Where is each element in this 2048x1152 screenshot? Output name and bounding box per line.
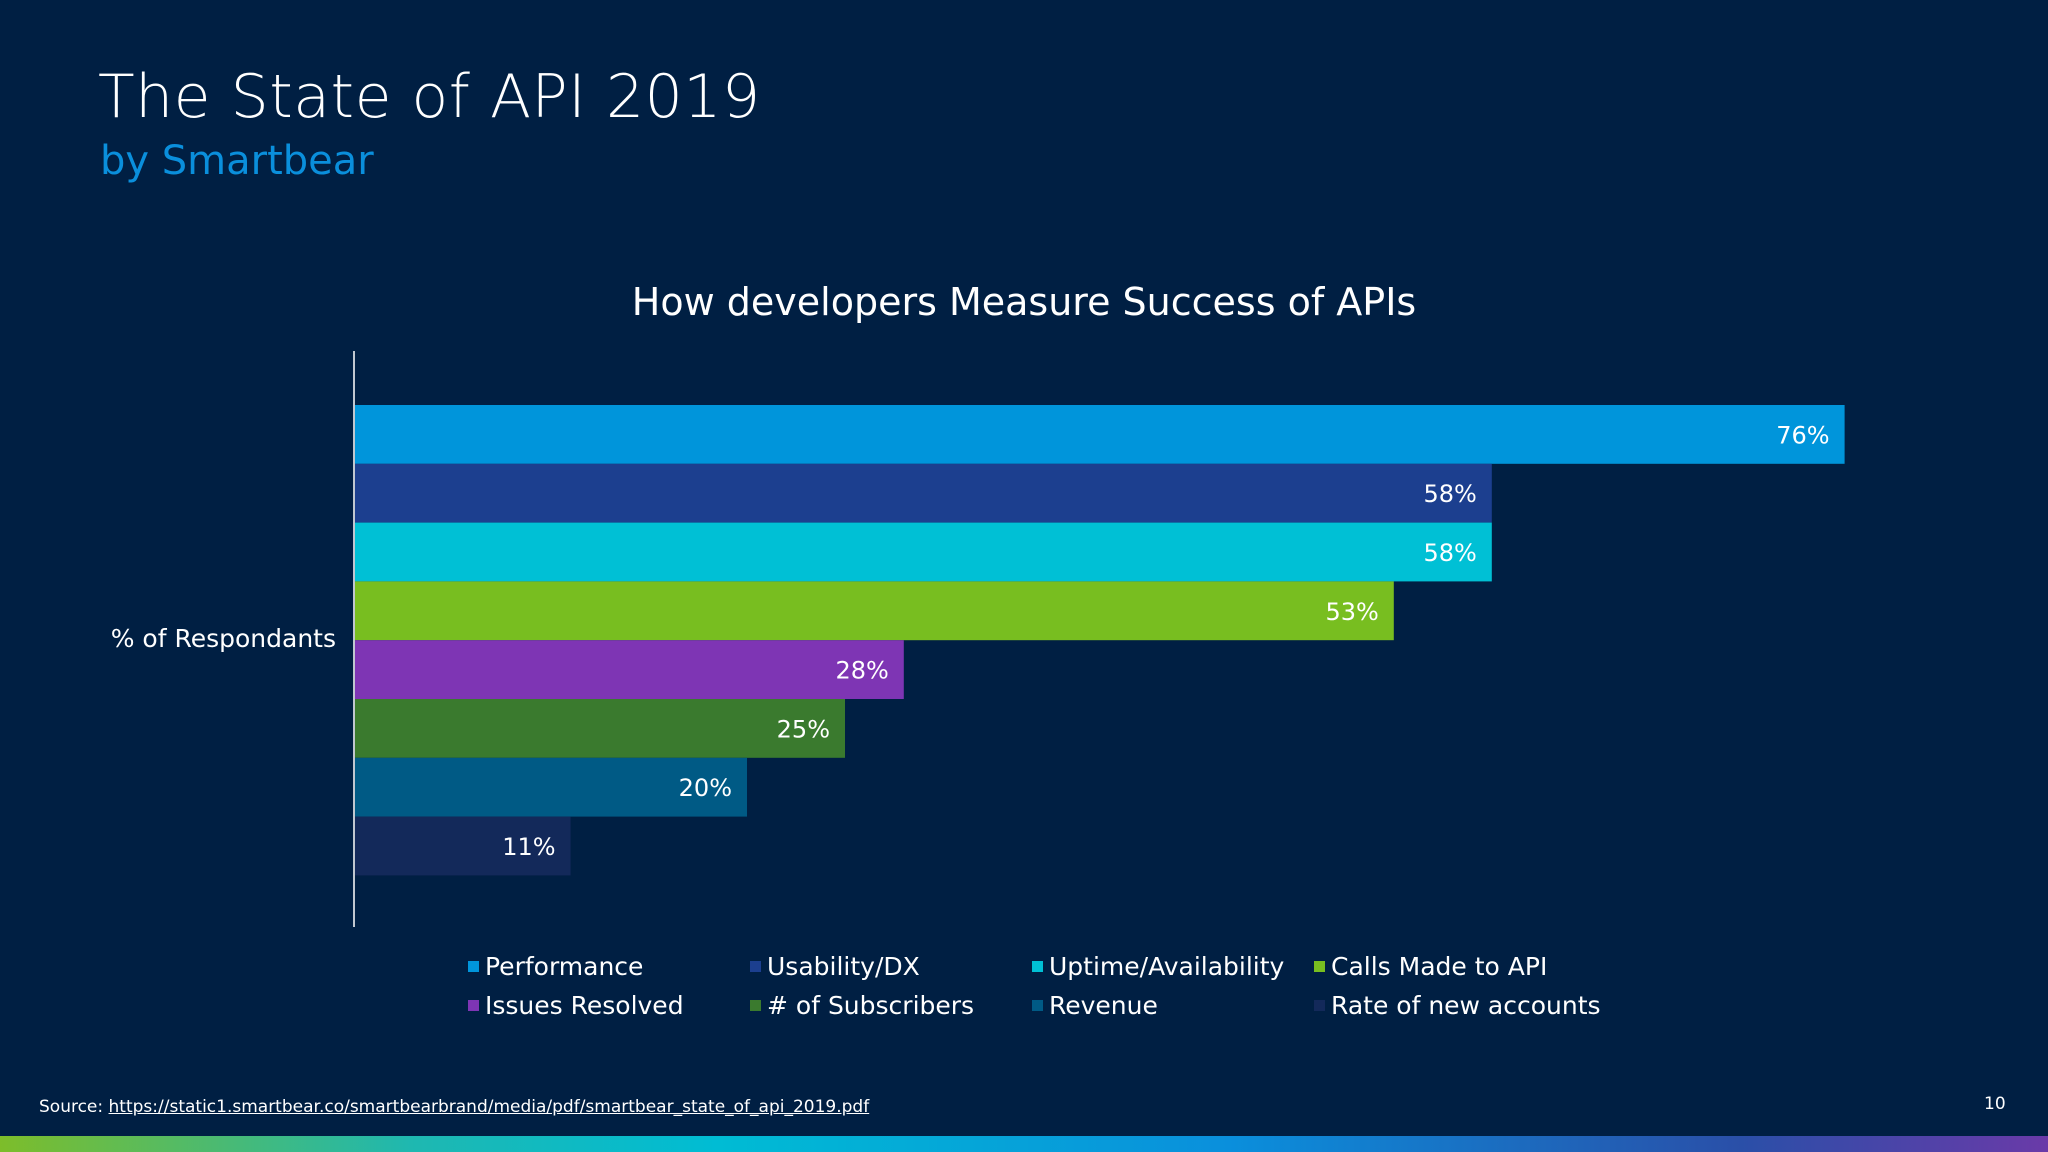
legend-swatch — [1314, 1000, 1325, 1011]
source-link[interactable]: https://static1.smartbear.co/smartbearbr… — [108, 1097, 870, 1117]
legend-swatch — [468, 961, 479, 972]
legend-swatch — [1032, 1000, 1043, 1011]
page-number: 10 — [1984, 1094, 2006, 1114]
bar-3 — [355, 581, 1394, 641]
data-label-6: 20% — [679, 774, 732, 802]
bar-5 — [355, 699, 845, 758]
legend-item: # of Subscribers — [750, 991, 1032, 1020]
slide-subtitle: by Smartbear — [100, 138, 374, 184]
bar-4 — [355, 640, 904, 699]
legend-item: Performance — [468, 952, 750, 981]
legend-label: # of Subscribers — [767, 991, 975, 1020]
data-label-5: 25% — [777, 715, 830, 743]
bar-0 — [355, 405, 1845, 464]
legend-label: Uptime/Availability — [1049, 952, 1285, 981]
chart-legend: Performance Usability/DX Uptime/Availabili… — [468, 952, 1634, 1020]
data-label-4: 28% — [835, 657, 888, 685]
bar-1 — [355, 463, 1492, 523]
source-note: Source: https://static1.smartbear.co/sma… — [39, 1097, 869, 1117]
bar-2 — [355, 522, 1492, 582]
legend-swatch — [750, 1000, 761, 1011]
source-label: Source: — [39, 1097, 104, 1117]
data-label-3: 53% — [1325, 598, 1378, 626]
decorative-gradient-bar — [0, 1136, 2048, 1152]
slide-title: The State of API 2019 — [98, 62, 761, 132]
legend-swatch — [1032, 961, 1043, 972]
legend-item: Issues Resolved — [468, 991, 750, 1020]
legend-label: Calls Made to API — [1331, 952, 1548, 981]
y-axis-label: % of Respondants — [110, 624, 336, 653]
legend-swatch — [750, 961, 761, 972]
legend-label: Usability/DX — [767, 952, 920, 981]
bar-6 — [355, 757, 747, 817]
legend-item: Uptime/Availability — [1032, 952, 1314, 981]
bar-7 — [355, 816, 571, 876]
legend-label: Issues Resolved — [485, 991, 684, 1020]
legend-swatch — [1314, 961, 1325, 972]
legend-item: Revenue — [1032, 991, 1314, 1020]
data-label-7: 11% — [502, 833, 555, 861]
legend-label: Performance — [485, 952, 644, 981]
chart-title: How developers Measure Success of APIs — [631, 280, 1417, 324]
data-label-2: 58% — [1423, 539, 1476, 567]
legend-swatch — [468, 1000, 479, 1011]
legend-item: Rate of new accounts — [1314, 991, 1634, 1020]
legend-label: Rate of new accounts — [1331, 991, 1601, 1020]
data-label-0: 76% — [1776, 421, 1829, 449]
data-label-1: 58% — [1423, 480, 1476, 508]
legend-item: Usability/DX — [750, 952, 1032, 981]
legend-label: Revenue — [1049, 991, 1158, 1020]
legend-item: Calls Made to API — [1314, 952, 1634, 981]
